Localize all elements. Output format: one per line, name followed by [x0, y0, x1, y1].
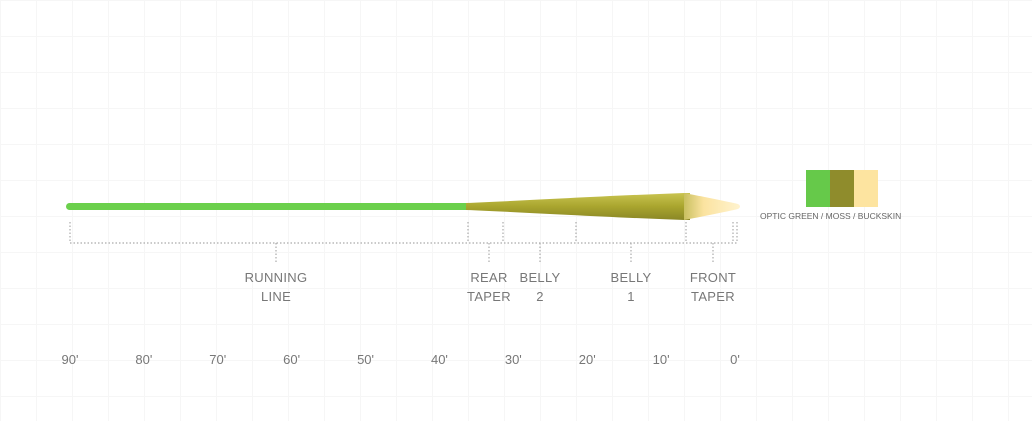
- front-tip-shape: [684, 193, 740, 220]
- segment-label-line: TAPER: [467, 289, 511, 304]
- segment-label-line: BELLY: [610, 270, 652, 285]
- segment-label-line: 2: [536, 289, 544, 304]
- segment-label-running-line: RUNNING LINE: [245, 268, 308, 306]
- scale-tick-label: 50': [357, 352, 375, 367]
- scale-tick-label: 70': [209, 352, 227, 367]
- scale-tick-label: 10': [652, 352, 670, 367]
- color-legend: OPTIC GREEN / MOSS / BUCKSKIN: [760, 211, 902, 221]
- segment-label-line: BELLY: [519, 270, 561, 285]
- segment-label-line: 1: [627, 289, 635, 304]
- segment-label-line: LINE: [260, 289, 292, 304]
- segment-label-line: RUNNING: [244, 270, 308, 285]
- scale-tick-label: 90': [61, 352, 79, 367]
- swatch-moss: [830, 170, 854, 207]
- scale-tick-label: 60': [283, 352, 301, 367]
- swatch-buckskin: [854, 170, 878, 207]
- scale-tick-label: 30': [504, 352, 522, 367]
- scale-tick-label: 40': [430, 352, 448, 367]
- scale-tick-label: 20': [578, 352, 596, 367]
- swatch-optic-green: [806, 170, 830, 207]
- scale-tick-label: 80': [135, 352, 153, 367]
- segment-label-front-taper: FRONT TAPER: [690, 268, 736, 306]
- scale-tick-label: 0': [730, 352, 740, 367]
- segment-label-rear-taper: REAR TAPER: [467, 268, 511, 306]
- segment-label-line: REAR: [470, 270, 508, 285]
- segment-label-line: TAPER: [691, 289, 735, 304]
- segment-label-line: FRONT: [689, 270, 737, 285]
- running-line-shape: [66, 203, 472, 210]
- segment-label-belly-1: BELLY 1: [610, 268, 651, 306]
- dimension-lines: [69, 222, 738, 262]
- taper-body-shape: [466, 193, 690, 220]
- segment-label-belly-2: BELLY 2: [519, 268, 560, 306]
